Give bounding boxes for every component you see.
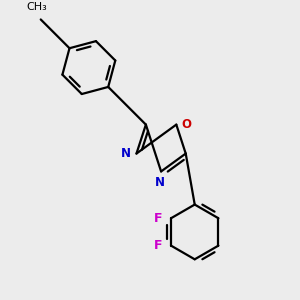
- Text: N: N: [154, 176, 165, 189]
- Text: N: N: [121, 147, 131, 160]
- Text: O: O: [182, 118, 192, 131]
- Text: F: F: [153, 212, 162, 225]
- Text: F: F: [153, 239, 162, 252]
- Text: CH₃: CH₃: [27, 2, 47, 12]
